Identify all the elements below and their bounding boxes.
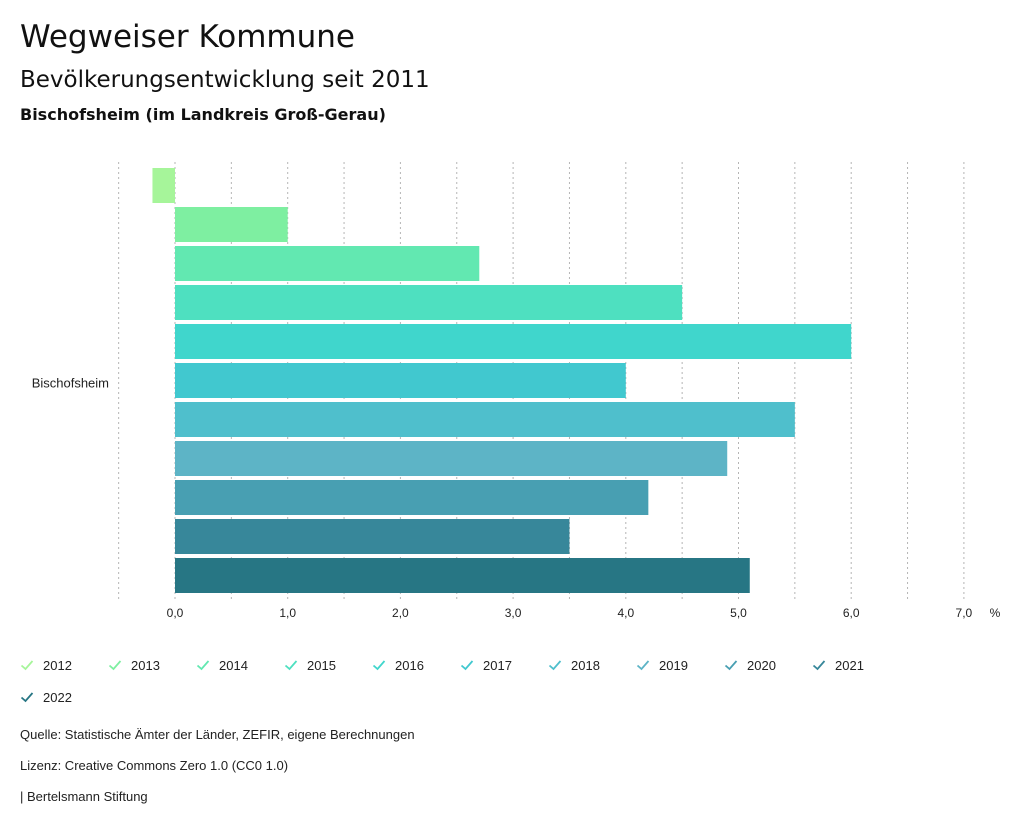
legend-label: 2016: [395, 657, 424, 673]
legend-label: 2012: [43, 657, 72, 673]
x-tick-label: 2,0: [392, 606, 409, 620]
publisher-note: | Bertelsmann Stiftung: [20, 789, 148, 804]
bar-2018: [175, 402, 795, 437]
x-tick-label: 7,0: [956, 606, 973, 620]
checkmark-icon: [108, 660, 122, 671]
checkmark-stroke: [724, 660, 738, 671]
legend-label: 2015: [307, 657, 336, 673]
bar-2013: [175, 207, 288, 242]
x-tick-label: 1,0: [279, 606, 296, 620]
bar-2012: [152, 168, 175, 203]
bar-2022: [175, 558, 750, 593]
legend-item-2015[interactable]: 2015: [284, 652, 336, 678]
legend-item-2022[interactable]: 2022: [20, 684, 72, 710]
bar-2021: [175, 519, 570, 554]
checkmark-stroke: [20, 660, 34, 671]
category-label: Bischofsheim: [32, 376, 109, 391]
legend-label: 2019: [659, 657, 688, 673]
checkmark-icon: [548, 660, 562, 671]
legend-label: 2021: [835, 657, 864, 673]
legend-label: 2020: [747, 657, 776, 673]
unit-label: %: [990, 606, 1001, 620]
bar-2019: [175, 441, 728, 476]
checkmark-stroke: [548, 660, 562, 671]
legend-item-2016[interactable]: 2016: [372, 652, 424, 678]
source-note: Quelle: Statistische Ämter der Länder, Z…: [20, 727, 415, 742]
checkmark-icon: [20, 692, 34, 703]
legend-item-2018[interactable]: 2018: [548, 652, 600, 678]
legend-item-2013[interactable]: 2013: [108, 652, 160, 678]
checkmark-icon: [460, 660, 474, 671]
legend-label: 2018: [571, 657, 600, 673]
legend-label: 2013: [131, 657, 160, 673]
checkmark-icon: [812, 660, 826, 671]
x-tick-label: 0,0: [167, 606, 184, 620]
checkmark-icon: [372, 660, 386, 671]
legend-item-2020[interactable]: 2020: [724, 652, 776, 678]
x-tick-label: 5,0: [730, 606, 747, 620]
legend-item-2014[interactable]: 2014: [196, 652, 248, 678]
checkmark-stroke: [196, 660, 210, 671]
bar-2017: [175, 363, 626, 398]
legend-item-2021[interactable]: 2021: [812, 652, 864, 678]
chart-title: Wegweiser Kommune: [20, 19, 355, 55]
checkmark-stroke: [372, 660, 386, 671]
checkmark-stroke: [812, 660, 826, 671]
checkmark-stroke: [636, 660, 650, 671]
checkmark-stroke: [460, 660, 474, 671]
legend-label: 2022: [43, 689, 72, 705]
checkmark-stroke: [284, 660, 298, 671]
region-label: Bischofsheim (im Landkreis Groß-Gerau): [20, 105, 386, 124]
chart-subtitle: Bevölkerungsentwicklung seit 2011: [20, 67, 430, 93]
checkmark-icon: [196, 660, 210, 671]
x-tick-label: 4,0: [617, 606, 634, 620]
checkmark-stroke: [108, 660, 122, 671]
legend-item-2017[interactable]: 2017: [460, 652, 512, 678]
x-tick-label: 6,0: [843, 606, 860, 620]
bar-2015: [175, 285, 683, 320]
legend-label: 2014: [219, 657, 248, 673]
checkmark-icon: [284, 660, 298, 671]
bar-chart: Bischofsheim 0,0 1,0 2,0 3,0 4,0 5,0 6,0 7,0%: [32, 162, 1001, 620]
bar-2014: [175, 246, 480, 281]
legend-label: 2017: [483, 657, 512, 673]
bar-2016: [175, 324, 852, 359]
checkmark-icon: [724, 660, 738, 671]
legend-item-2012[interactable]: 2012: [20, 652, 72, 678]
checkmark-stroke: [20, 692, 34, 703]
bar-2020: [175, 480, 649, 515]
checkmark-icon: [636, 660, 650, 671]
checkmark-icon: [20, 660, 34, 671]
x-tick-label: 3,0: [505, 606, 522, 620]
legend-item-2019[interactable]: 2019: [636, 652, 688, 678]
license-note: Lizenz: Creative Commons Zero 1.0 (CC0 1…: [20, 758, 289, 773]
